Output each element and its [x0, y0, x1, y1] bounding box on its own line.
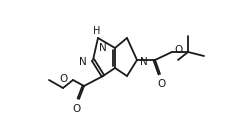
Text: N: N [140, 57, 148, 67]
Text: O: O [60, 74, 68, 84]
Text: O: O [72, 104, 80, 114]
Text: N: N [99, 43, 107, 53]
Text: N: N [79, 57, 87, 67]
Text: O: O [174, 45, 182, 55]
Text: O: O [157, 79, 165, 89]
Text: H: H [93, 26, 101, 36]
